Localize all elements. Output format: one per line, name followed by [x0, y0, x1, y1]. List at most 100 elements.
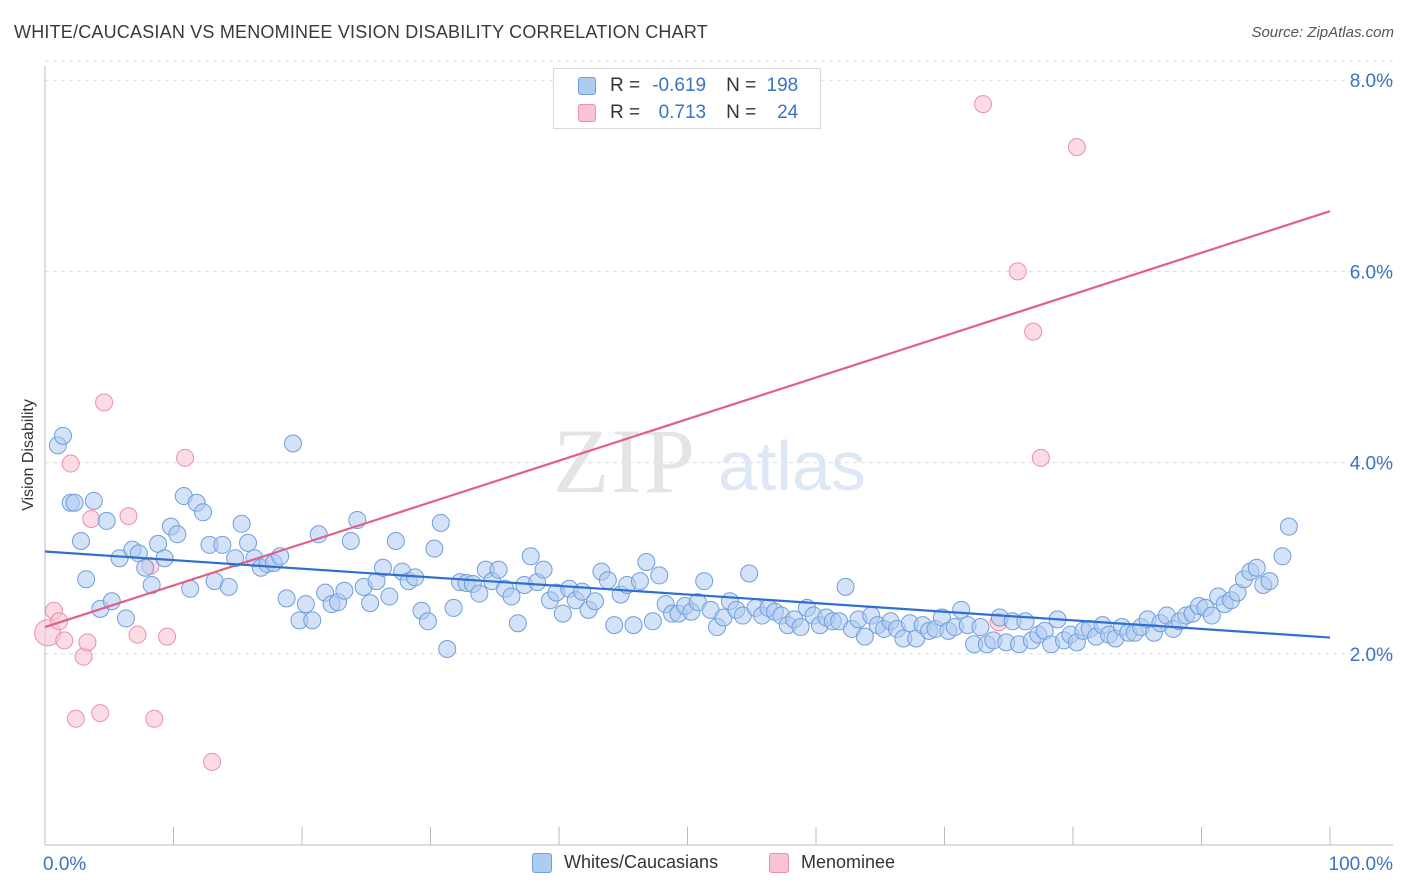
bottom-legend-label: Menominee: [801, 852, 896, 872]
whites-point: [643, 612, 662, 631]
whites-point: [553, 604, 572, 623]
watermark-zip: ZIP: [553, 410, 697, 512]
whites-point: [489, 560, 508, 579]
menominee-point: [66, 709, 85, 728]
whites-point: [585, 592, 604, 611]
y-tick-label: 6.0%: [1350, 262, 1393, 283]
legend-r-value: 0.713: [658, 102, 707, 123]
menominee-point: [91, 704, 110, 723]
whites-point: [341, 531, 360, 550]
menominee-point: [974, 95, 993, 114]
whites-point: [110, 549, 129, 568]
whites-point: [239, 533, 258, 552]
menominee-point: [50, 612, 69, 631]
whites-trend-line: [44, 550, 1331, 639]
whites-point: [309, 525, 328, 544]
legend-row-whites: R = -0.619 N = 198: [578, 74, 798, 98]
menominee-point: [158, 627, 177, 646]
whites-point: [213, 535, 232, 554]
tick-labels: 2.0% 4.0% 6.0% 8.0% 0.0% 100.0%: [43, 71, 1393, 875]
menominee-point: [145, 709, 164, 728]
legend-n-value: 24: [777, 102, 799, 123]
whites-point: [65, 493, 84, 512]
whites-point: [425, 539, 444, 558]
whites-point: [740, 564, 759, 583]
whites-point: [521, 547, 540, 566]
legend-row-menominee: R = 0.713 N = 24: [578, 101, 798, 125]
menominee-point: [119, 507, 138, 526]
whites-point: [373, 558, 392, 577]
whites-point: [470, 584, 489, 603]
whites-point: [624, 616, 643, 635]
x-tick-label: 100.0%: [1329, 854, 1394, 875]
whites-point: [1279, 517, 1298, 536]
whites-point: [53, 426, 72, 445]
whites-point: [226, 549, 245, 568]
whites-point: [361, 594, 380, 613]
whites-point: [444, 598, 463, 617]
legend-n-value: 198: [766, 75, 799, 96]
whites-point: [168, 525, 187, 544]
whites-point: [194, 503, 213, 522]
whites-point: [508, 614, 527, 633]
whites-point: [637, 553, 656, 572]
whites-point: [386, 531, 405, 550]
watermark-atlas: atlas: [718, 427, 866, 505]
menominee-point: [61, 454, 80, 473]
whites-point: [84, 491, 103, 510]
whites-point: [605, 616, 624, 635]
whites-point: [431, 513, 450, 532]
whites-point: [791, 618, 810, 637]
legend-swatch-blue: [578, 77, 596, 95]
y-tick-label: 8.0%: [1350, 71, 1393, 92]
whites-point: [1247, 558, 1266, 577]
grid-lines: [45, 60, 1393, 655]
whites-point: [102, 592, 121, 611]
whites-point: [219, 577, 238, 596]
y-tick-label: 4.0%: [1350, 454, 1393, 475]
menominee-point: [95, 393, 114, 412]
whites-point: [97, 511, 116, 530]
source-label: Source: ZipAtlas.com: [1251, 24, 1394, 41]
legend-r-label: R =: [610, 102, 641, 123]
whites-point: [438, 640, 457, 659]
bottom-legend-menominee: Menominee: [769, 852, 895, 873]
stats-legend: R = -0.619 N = 198 R = 0.713 N = 24: [553, 68, 821, 129]
menominee-point: [55, 631, 74, 650]
whites-point: [116, 609, 135, 628]
whites-point: [630, 572, 649, 591]
trend-lines: [44, 210, 1331, 639]
axes: [44, 66, 1393, 846]
whites-point: [335, 581, 354, 600]
legend-n-label: N =: [726, 75, 757, 96]
menominee-point: [203, 752, 222, 771]
bottom-legend-whites: Whites/Caucasians: [532, 852, 718, 873]
menominee-point: [1031, 448, 1050, 467]
whites-point: [136, 558, 155, 577]
whites-point: [1273, 547, 1292, 566]
menominee-point: [1024, 322, 1043, 341]
legend-r-label: R =: [610, 75, 641, 96]
legend-swatch-pink: [578, 104, 596, 122]
whites-point: [1016, 612, 1035, 631]
whites-point: [1202, 606, 1221, 625]
bottom-legend-swatch-blue: [532, 852, 552, 873]
whites-points: [48, 426, 1298, 659]
bottom-legend-label: Whites/Caucasians: [564, 852, 719, 872]
menominee-point: [176, 448, 195, 467]
whites-point: [650, 566, 669, 585]
whites-point: [232, 514, 251, 533]
y-tick-label: 2.0%: [1350, 645, 1393, 666]
chart-title: WHITE/CAUCASIAN VS MENOMINEE VISION DISA…: [14, 22, 708, 42]
whites-point: [303, 611, 322, 630]
whites-point: [418, 612, 437, 631]
whites-point: [71, 531, 90, 550]
menominee-point: [1067, 138, 1086, 157]
legend-r-value: -0.619: [652, 75, 707, 96]
whites-point: [855, 627, 874, 646]
y-axis-label: Vision Disability: [20, 399, 37, 511]
whites-point: [77, 570, 96, 589]
whites-point: [284, 434, 303, 453]
whites-point: [534, 560, 553, 579]
